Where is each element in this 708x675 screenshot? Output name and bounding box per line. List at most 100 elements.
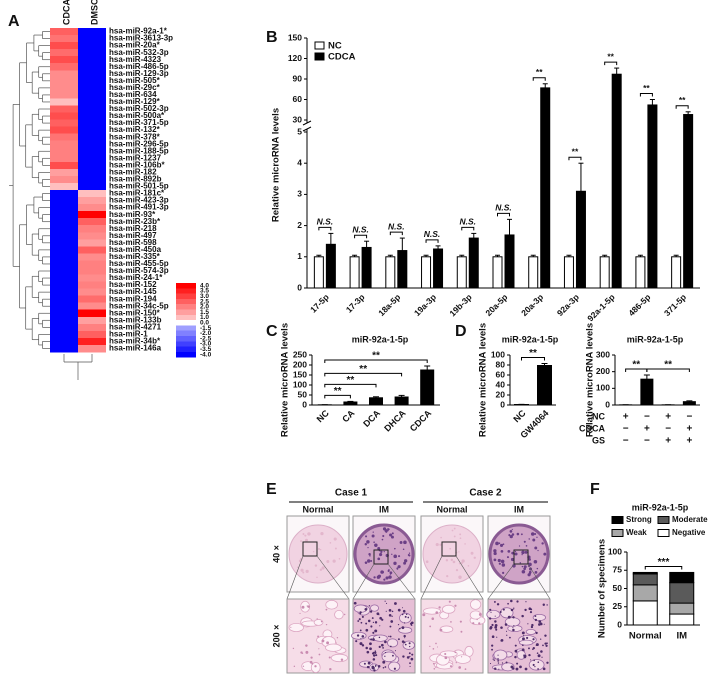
tissue-image <box>543 552 547 556</box>
tissue-image <box>292 647 295 650</box>
tissue-image <box>491 644 494 647</box>
tissue-image <box>329 667 332 671</box>
tissue-image <box>542 644 544 647</box>
tissue-image <box>406 656 410 659</box>
column-label: Normal <box>302 504 333 514</box>
tissue-image <box>535 644 538 646</box>
bar <box>468 237 479 289</box>
heatmap-cell <box>50 204 78 212</box>
tissue-image <box>541 542 544 545</box>
zoom-line <box>352 563 375 600</box>
tissue-image <box>374 651 377 655</box>
x-tick-label: CA <box>340 408 357 425</box>
tissue-image <box>365 646 368 650</box>
bar <box>343 401 358 406</box>
tissue-image <box>374 629 378 633</box>
x-tick-label: 20a-3p <box>519 292 545 318</box>
zoom-line <box>286 555 304 600</box>
tissue-image <box>546 604 548 606</box>
tissue-image <box>522 637 525 641</box>
tissue-image <box>375 654 378 657</box>
tissue-image <box>314 665 317 668</box>
x-tick-label: 486-5p <box>626 292 652 318</box>
row-label: hsa-miR-491-3p <box>109 203 169 212</box>
tissue-image <box>402 607 404 609</box>
tissue-image <box>493 667 497 670</box>
tissue-image <box>536 652 539 654</box>
heatmap-cell <box>78 211 106 219</box>
significance-bracket <box>604 61 618 66</box>
column-label: IM <box>379 504 389 514</box>
tissue-image <box>356 634 360 637</box>
tissue-image <box>458 575 462 579</box>
tissue-image <box>388 635 390 638</box>
tissue-image <box>407 616 410 619</box>
y-tick-label: 1 <box>297 251 302 261</box>
y-tick-label: 0 <box>302 399 307 409</box>
tissue-image <box>364 543 368 546</box>
magnification-label: 200 × <box>271 625 281 648</box>
tissue-image <box>464 543 466 545</box>
bar <box>640 378 654 406</box>
tissue-image <box>369 642 372 646</box>
bar <box>682 401 696 406</box>
panel-label: A <box>8 13 20 30</box>
heatmap-cell <box>50 295 78 303</box>
tissue-image <box>458 551 460 553</box>
heatmap-cell <box>78 70 106 78</box>
tissue-image <box>387 527 389 530</box>
tissue-image <box>509 636 511 639</box>
tissue-image <box>513 625 515 627</box>
heatmap-cell <box>78 28 106 36</box>
column-label: IM <box>514 504 524 514</box>
tissue-image <box>519 562 522 564</box>
tissue-image <box>449 547 452 550</box>
condition-sign: − <box>623 436 629 447</box>
tissue-image <box>364 561 368 564</box>
tissue-image <box>404 637 406 639</box>
significance-label: ** <box>372 351 380 362</box>
tissue-image <box>326 641 330 645</box>
tissue-image <box>325 599 338 610</box>
tissue-image <box>410 621 414 625</box>
colorbar-label: -4.0 <box>200 351 212 358</box>
y-tick-label: 4 <box>297 157 302 167</box>
bar-segment <box>632 600 658 626</box>
tissue-image <box>391 532 394 535</box>
tissue-image <box>538 620 542 623</box>
tissue-image <box>410 624 413 626</box>
heatmap-cell <box>78 63 106 71</box>
tissue-image <box>391 553 393 555</box>
tissue-image <box>374 543 378 548</box>
heatmap-cell <box>78 295 106 303</box>
tissue-image <box>302 665 305 667</box>
tissue-image <box>521 631 525 635</box>
tissue-image <box>473 556 476 559</box>
tissue-image <box>461 559 465 563</box>
bar <box>369 397 383 406</box>
row-label: hsa-miR-335* <box>109 252 161 261</box>
tissue-image <box>530 532 535 536</box>
row-label: hsa-miR-133b <box>109 315 162 324</box>
heatmap-cell <box>78 232 106 240</box>
panel-label: C <box>266 323 278 340</box>
condition-sign: + <box>623 412 629 423</box>
tissue-image <box>532 647 535 650</box>
bar-segment <box>632 584 658 602</box>
row-label: hsa-miR-502-3p <box>109 104 169 113</box>
tissue-image <box>299 612 301 614</box>
row-label: hsa-miR-146a <box>109 344 162 353</box>
y-axis-label: Relative microRNA levels <box>271 108 282 222</box>
tissue-image <box>529 611 533 614</box>
tissue-image <box>320 532 324 536</box>
heatmap-cell <box>50 140 78 149</box>
legend-label: Weak <box>626 528 647 537</box>
y-tick-label: 100 <box>491 349 505 359</box>
tissue-image <box>389 533 393 537</box>
tissue-image <box>373 541 375 543</box>
tissue-image <box>450 558 454 562</box>
heatmap-cell <box>50 35 78 43</box>
tissue-image <box>435 642 437 645</box>
significance-label: N.S. <box>460 217 477 227</box>
tissue-image <box>376 575 381 579</box>
